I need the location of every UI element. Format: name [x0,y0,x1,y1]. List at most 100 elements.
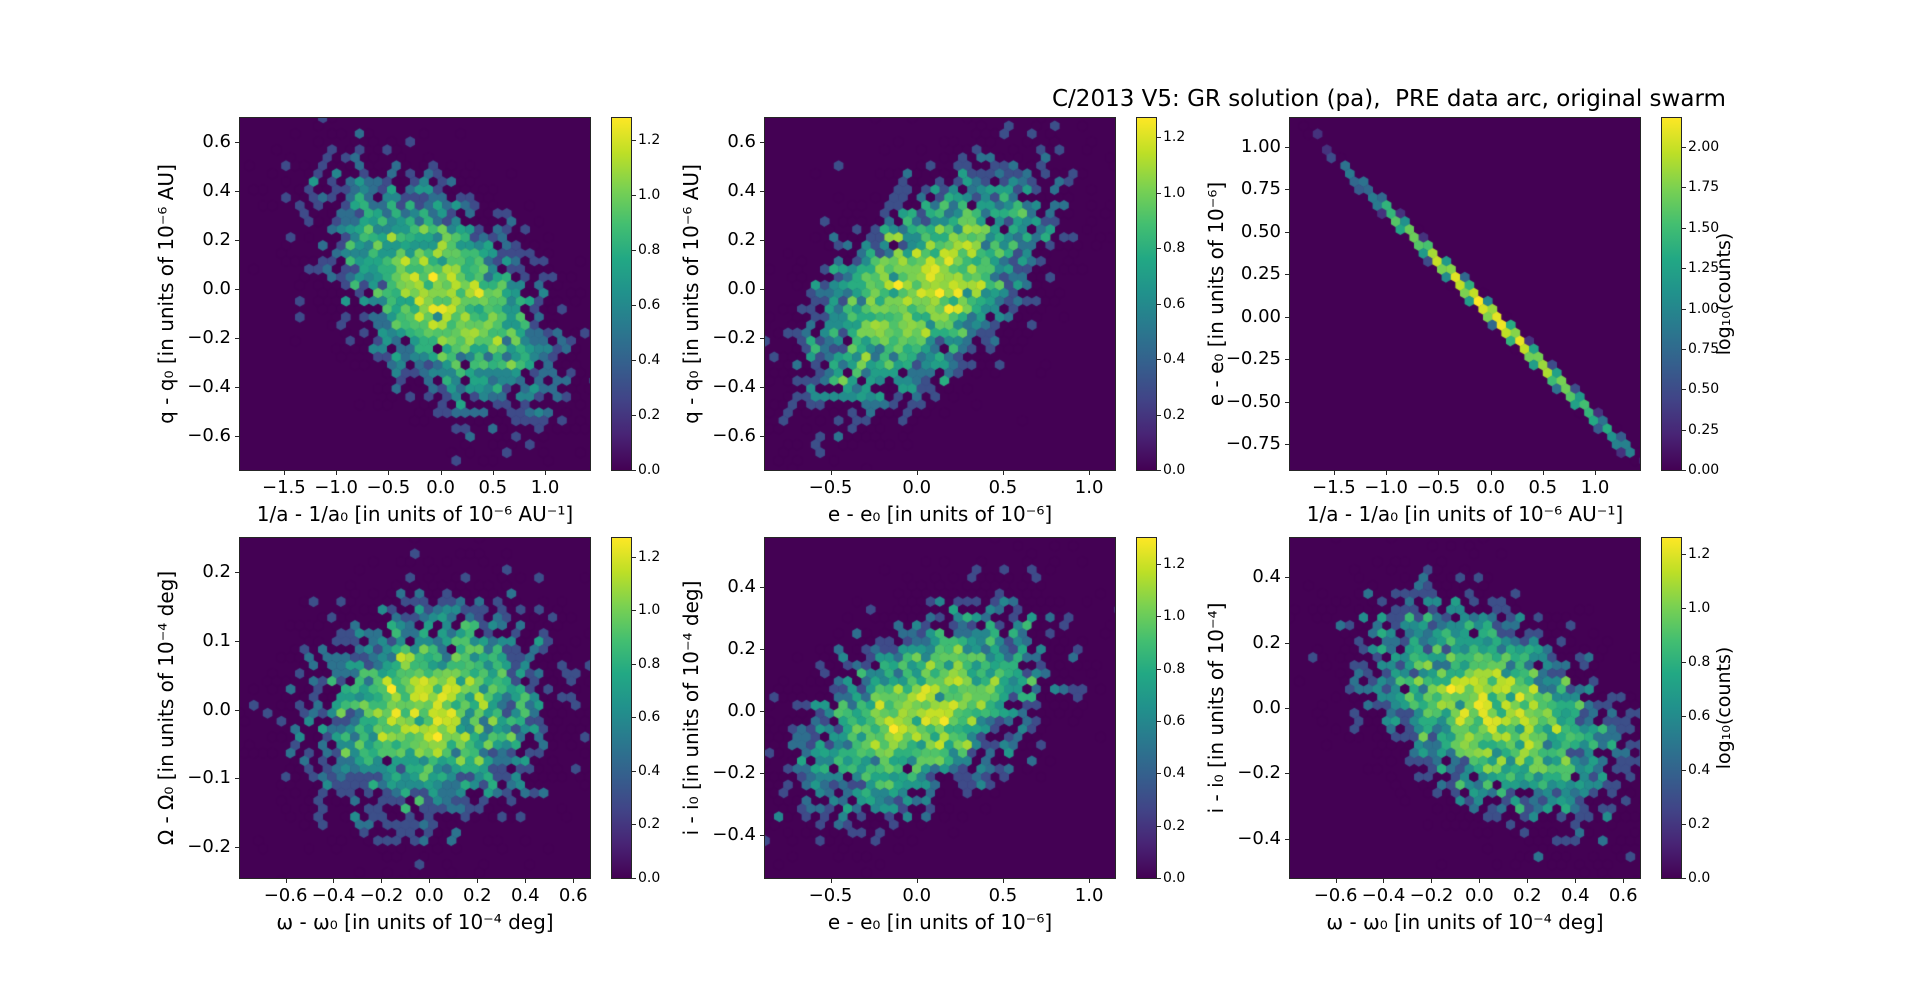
y-tick-label: −0.2 [187,327,231,348]
x-axis-label: 1/a - 1/a₀ [in units of 10⁻⁶ AU⁻¹] [256,502,574,526]
y-tick-label: 0.4 [1252,566,1281,588]
colorbar-tick-label: 0.0 [1688,870,1711,886]
axis-tick-mark [1002,879,1004,883]
colorbar-tick-mark [1157,303,1161,305]
colorbar-tick-mark [632,610,636,612]
x-tick-label: 0.5 [1528,477,1558,498]
y-tick-label: 1.00 [1240,135,1281,157]
axis-tick-mark [1285,359,1289,361]
colorbar-tick-mark [1157,878,1161,879]
colorbar-tick-label: 0.4 [638,352,661,368]
x-tick-label: 0.0 [902,885,932,906]
y-tick-label: −0.4 [187,375,231,397]
colorbar-tick-label: 1.2 [1163,129,1186,146]
axis-tick-mark [336,471,338,475]
hexbin-plot-canvas [765,538,1115,878]
colorbar-tick-label: 0.0 [1163,462,1186,478]
y-tick-label: 0.0 [727,278,756,300]
x-tick-label: 1.0 [1074,477,1104,498]
axis-tick-mark [235,142,239,144]
colorbar-gradient [1137,538,1156,878]
axis-tick-mark [235,847,239,849]
colorbar-tick-mark [632,878,636,879]
colorbar-tick-label: 1.00 [1688,300,1720,317]
y-tick-label: 0.6 [727,131,756,153]
colorbar-tick-label: 0.0 [638,462,661,478]
colorbar-tick-mark [1157,616,1161,618]
colorbar-tick-mark [1682,554,1686,556]
x-tick-label: 0.0 [426,477,455,498]
colorbar-gradient [1662,538,1681,878]
colorbar-tick-label: 0.6 [1163,295,1186,312]
axis-tick-mark [830,879,832,883]
colorbar-tick-mark [1682,470,1686,471]
axis-tick-mark [1575,879,1577,883]
colorbar-tick-mark [632,663,636,665]
x-tick-label: 0.0 [415,885,444,906]
colorbar-tick-mark [1157,359,1161,361]
y-tick-label: 0.4 [727,576,756,598]
x-tick-label: −0.5 [808,885,853,906]
colorbar-tick-label: 1.25 [1688,260,1720,277]
y-tick-label: 0.2 [727,638,756,660]
axis-tick-mark [1595,471,1597,475]
axis-tick-mark [235,709,239,711]
x-tick-label: 0.2 [463,885,492,906]
axis-tick-mark [283,471,285,475]
y-tick-label: 0.4 [202,180,231,202]
hexbin-panel: q - q₀ [in units of 10⁻⁶ AU] e - e₀ [in … [679,118,1185,526]
x-tick-label: 0.0 [902,477,932,498]
axis-tick-mark [1285,838,1289,840]
axis-tick-mark [1490,471,1492,475]
y-tick-label: 0.75 [1240,178,1281,200]
x-tick-label: 0.6 [558,885,588,906]
colorbar-tick-mark [1682,227,1686,229]
y-tick-label: −0.50 [1225,390,1281,412]
colorbar-tick-label: 1.2 [1163,556,1186,573]
colorbar-tick-mark [632,824,636,826]
colorbar-tick-mark [1682,348,1686,350]
x-axis-label: 1/a - 1/a₀ [in units of 10⁻⁶ AU⁻¹] [1306,502,1624,526]
y-tick-label: 0.6 [202,131,231,153]
y-tick-label: 0.00 [1240,305,1281,327]
colorbar-tick-label: 1.0 [1163,184,1186,201]
axis-tick-mark [285,879,287,883]
colorbar-tick-mark [1682,187,1686,189]
axis-tick-mark [235,778,239,780]
y-tick-label: −0.25 [1225,348,1281,370]
colorbar-tick-mark [1157,248,1161,250]
axis-tick-mark [333,879,335,883]
y-tick-label: −0.4 [1237,827,1281,849]
hexbin-plot-canvas [240,538,590,878]
colorbar-tick-mark [1682,662,1686,664]
axis-tick-mark [388,471,390,475]
y-tick-label: −0.2 [187,836,231,858]
x-tick-label: −1.0 [314,477,358,498]
axis-tick-mark [1479,879,1481,883]
axis-tick-mark [235,435,239,437]
axis-tick-mark [1285,444,1289,446]
axis-tick-mark [1285,642,1289,644]
axis-tick-mark [1002,471,1004,475]
colorbar-tick-mark [1682,268,1686,270]
x-tick-label: 0.4 [510,885,540,906]
colorbar: 0.0 0.2 0.4 0.6 0.8 1.0 1.2 [612,118,660,478]
y-tick-label: 0.2 [202,229,231,251]
colorbar-tick-mark [632,415,636,416]
colorbar-tick-label: 1.75 [1688,179,1720,196]
colorbar-tick-mark [1682,770,1686,772]
colorbar-tick-mark [1682,147,1686,149]
y-tick-label: 0.2 [727,229,756,251]
axis-tick-mark [760,587,764,589]
x-tick-label: 1.0 [1074,885,1104,906]
axis-tick-mark [1285,231,1289,233]
x-tick-label: −0.5 [366,477,411,498]
y-tick-label: 0.50 [1240,220,1281,242]
colorbar-tick-mark [1682,608,1686,610]
colorbar-tick-label: 0.4 [1688,762,1711,779]
y-tick-label: 0.2 [1252,631,1281,653]
y-tick-label: −0.4 [712,823,756,845]
x-tick-label: 1.0 [1580,477,1610,498]
x-axis-label: e - e₀ [in units of 10⁻⁶] [827,502,1053,526]
